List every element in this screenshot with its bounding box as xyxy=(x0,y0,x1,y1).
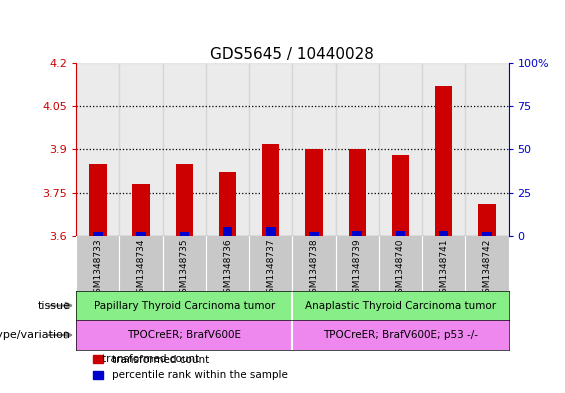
Bar xyxy=(422,236,466,291)
Bar xyxy=(336,236,379,291)
Bar xyxy=(422,63,466,236)
Bar xyxy=(76,291,293,320)
Bar xyxy=(89,164,107,236)
Bar xyxy=(305,149,323,236)
Text: GSM1348734: GSM1348734 xyxy=(137,239,146,299)
Title: GDS5645 / 10440028: GDS5645 / 10440028 xyxy=(210,47,375,62)
Bar xyxy=(206,63,249,236)
Text: GSM1348742: GSM1348742 xyxy=(483,239,492,299)
Text: Anaplastic Thyroid Carcinoma tumor: Anaplastic Thyroid Carcinoma tumor xyxy=(305,301,496,310)
Bar xyxy=(76,320,293,350)
Text: genotype/variation: genotype/variation xyxy=(0,330,71,340)
Text: GSM1348740: GSM1348740 xyxy=(396,239,405,299)
Bar xyxy=(336,63,379,236)
Bar xyxy=(132,184,150,236)
Bar xyxy=(249,236,293,291)
Bar xyxy=(120,236,163,291)
Bar xyxy=(392,155,409,236)
Bar xyxy=(466,236,509,291)
Bar xyxy=(349,149,366,236)
Bar xyxy=(379,63,422,236)
Bar xyxy=(180,232,189,236)
Bar xyxy=(379,236,422,291)
Text: GSM1348741: GSM1348741 xyxy=(439,239,448,299)
Legend: transformed count, percentile rank within the sample: transformed count, percentile rank withi… xyxy=(93,355,288,380)
Bar xyxy=(439,231,449,236)
Bar xyxy=(293,291,508,320)
Bar xyxy=(396,231,405,236)
Bar xyxy=(136,232,146,236)
Bar xyxy=(262,143,280,236)
Bar xyxy=(293,320,508,350)
Text: transformed count: transformed count xyxy=(102,354,199,364)
Text: TPOCreER; BrafV600E: TPOCreER; BrafV600E xyxy=(127,330,241,340)
Bar xyxy=(309,232,319,236)
Text: GSM1348737: GSM1348737 xyxy=(266,239,275,299)
Text: GSM1348736: GSM1348736 xyxy=(223,239,232,299)
Bar xyxy=(293,63,336,236)
Text: GSM1348739: GSM1348739 xyxy=(353,239,362,299)
Text: GSM1348738: GSM1348738 xyxy=(310,239,319,299)
Bar xyxy=(293,236,336,291)
Bar xyxy=(163,63,206,236)
Bar xyxy=(249,63,293,236)
Bar xyxy=(353,231,362,236)
Text: tissue: tissue xyxy=(38,301,71,310)
Text: TPOCreER; BrafV600E; p53 -/-: TPOCreER; BrafV600E; p53 -/- xyxy=(323,330,478,340)
Bar xyxy=(76,236,120,291)
Text: GSM1348735: GSM1348735 xyxy=(180,239,189,299)
Bar xyxy=(466,63,509,236)
Bar xyxy=(176,164,193,236)
Bar xyxy=(163,236,206,291)
Text: Papillary Thyroid Carcinoma tumor: Papillary Thyroid Carcinoma tumor xyxy=(94,301,275,310)
Bar xyxy=(206,236,249,291)
Text: GSM1348733: GSM1348733 xyxy=(93,239,102,299)
Bar xyxy=(478,204,496,236)
Bar xyxy=(435,86,453,236)
Bar xyxy=(482,232,492,236)
Bar xyxy=(76,63,120,236)
Bar xyxy=(219,173,236,236)
Bar xyxy=(120,63,163,236)
Bar xyxy=(266,227,276,236)
Bar xyxy=(93,232,103,236)
Bar xyxy=(223,227,232,236)
